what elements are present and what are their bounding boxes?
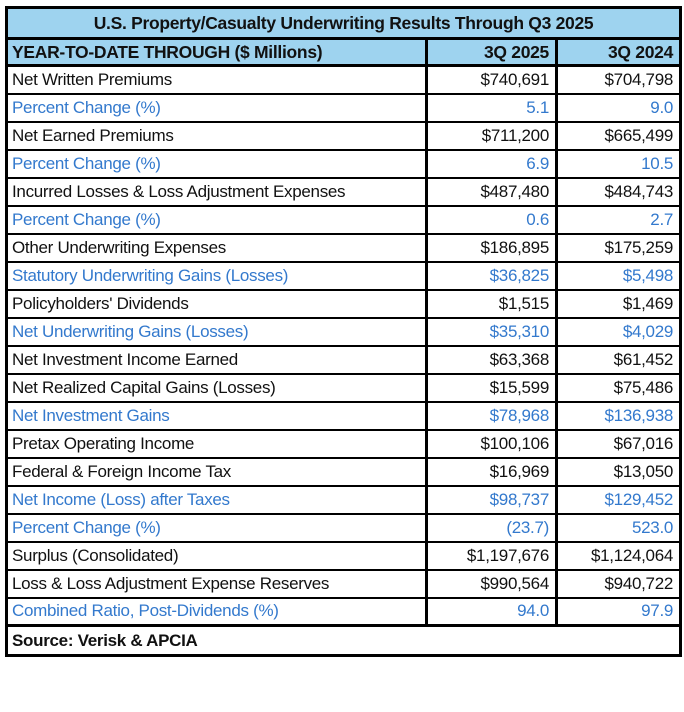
table-row: Federal & Foreign Income Tax $16,969 $13,0… [5,456,683,487]
row-value-3q-2025: $487,480 [425,176,558,207]
row-label: Other Underwriting Expenses [5,232,428,263]
row-value-3q-2024: $1,469 [554,288,683,319]
table-title-row: U.S. Property/Casualty Underwriting Resu… [4,6,683,40]
row-label: Federal & Foreign Income Tax [5,456,428,487]
row-value-3q-2025: $78,968 [425,400,558,431]
column-header-3q-2024: 3Q 2024 [554,37,683,67]
table-row: Percent Change (%) 0.6 2.7 [5,204,683,235]
row-value-3q-2024: $67,016 [554,428,683,459]
row-value-3q-2025: $15,599 [425,372,558,403]
row-value-3q-2025: $186,895 [425,232,558,263]
row-label: Statutory Underwriting Gains (Losses) [5,260,428,291]
row-value-3q-2024: 10.5 [554,148,683,179]
row-value-3q-2025: $35,310 [425,316,558,347]
row-label: Net Investment Income Earned [5,344,428,375]
row-value-3q-2025: (23.7) [425,512,558,543]
table-body: Net Written Premiums $740,691 $704,798 Perc… [5,64,683,627]
source-row: Source: Verisk & APCIA [4,624,683,657]
row-value-3q-2024: $940,722 [554,568,683,599]
table-row: Percent Change (%) 6.9 10.5 [5,148,683,179]
table-row: Other Underwriting Expenses $186,895 $175,… [5,232,683,263]
table-row: Policyholders' Dividends $1,515 $1,469 [5,288,683,319]
row-value-3q-2025: 6.9 [425,148,558,179]
row-label: Incurred Losses & Loss Adjustment Expens… [5,176,428,207]
row-value-3q-2025: 5.1 [425,92,558,123]
row-value-3q-2024: $704,798 [554,64,683,95]
row-label: Net Investment Gains [5,400,428,431]
row-label: Loss & Loss Adjustment Expense Reserves [5,568,428,599]
row-value-3q-2025: $98,737 [425,484,558,515]
row-value-3q-2024: $61,452 [554,344,683,375]
row-value-3q-2024: $4,029 [554,316,683,347]
row-value-3q-2024: $175,259 [554,232,683,263]
row-value-3q-2024: $484,743 [554,176,683,207]
table-row: Pretax Operating Income $100,106 $67,016 [5,428,683,459]
row-label: Percent Change (%) [5,204,428,235]
table-row: Statutory Underwriting Gains (Losses) $36… [5,260,683,291]
row-label: Net Realized Capital Gains (Losses) [5,372,428,403]
row-label: Percent Change (%) [5,148,428,179]
table-row: Surplus (Consolidated) $1,197,676 $1,124,0… [5,540,683,571]
row-value-3q-2025: $36,825 [425,260,558,291]
row-value-3q-2025: $740,691 [425,64,558,95]
row-label: Surplus (Consolidated) [5,540,428,571]
row-value-3q-2025: $1,515 [425,288,558,319]
row-value-3q-2024: 2.7 [554,204,683,235]
row-label: Net Income (Loss) after Taxes [5,484,428,515]
row-label: Percent Change (%) [5,512,428,543]
row-value-3q-2024: $665,499 [554,120,683,151]
row-value-3q-2025: $16,969 [425,456,558,487]
row-value-3q-2024: $136,938 [554,400,683,431]
row-value-3q-2025: $63,368 [425,344,558,375]
column-header-3q-2025: 3Q 2025 [425,37,558,67]
row-value-3q-2024: $75,486 [554,372,683,403]
table-row: Percent Change (%) (23.7) 523.0 [5,512,683,543]
row-value-3q-2025: $100,106 [425,428,558,459]
row-value-3q-2024: 9.0 [554,92,683,123]
row-label: Combined Ratio, Post-Dividends (%) [5,596,428,627]
column-header-ytd-through: YEAR-TO-DATE THROUGH ($ Millions) [5,37,428,67]
row-value-3q-2025: 0.6 [425,204,558,235]
table-row: Incurred Losses & Loss Adjustment Expens… [5,176,683,207]
table-row: Loss & Loss Adjustment Expense Reserves $… [5,568,683,599]
row-value-3q-2025: 94.0 [425,596,558,627]
row-label: Net Earned Premiums [5,120,428,151]
row-value-3q-2024: $13,050 [554,456,683,487]
table-row: Combined Ratio, Post-Dividends (%) 94.0 97… [5,596,683,627]
table-row: Net Income (Loss) after Taxes $98,737 $129… [5,484,683,515]
table-row: Net Underwriting Gains (Losses) $35,310 $4… [5,316,683,347]
row-label: Net Underwriting Gains (Losses) [5,316,428,347]
row-label: Pretax Operating Income [5,428,428,459]
row-value-3q-2024: $5,498 [554,260,683,291]
source-note: Source: Verisk & APCIA [4,624,683,657]
table-row: Percent Change (%) 5.1 9.0 [5,92,683,123]
row-value-3q-2024: $1,124,064 [554,540,683,571]
table-title: U.S. Property/Casualty Underwriting Resu… [4,6,683,40]
column-header-row: YEAR-TO-DATE THROUGH ($ Millions) 3Q 202… [5,37,683,67]
table-row: Net Realized Capital Gains (Losses) $15,5… [5,372,683,403]
row-value-3q-2025: $1,197,676 [425,540,558,571]
row-value-3q-2024: 97.9 [554,596,683,627]
row-label: Policyholders' Dividends [5,288,428,319]
results-table: U.S. Property/Casualty Underwriting Resu… [4,6,683,657]
row-value-3q-2025: $711,200 [425,120,558,151]
table-row: Net Written Premiums $740,691 $704,798 [5,64,683,95]
row-value-3q-2025: $990,564 [425,568,558,599]
table-row: Net Investment Gains $78,968 $136,938 [5,400,683,431]
row-label: Percent Change (%) [5,92,428,123]
table-row: Net Investment Income Earned $63,368 $61,4… [5,344,683,375]
row-value-3q-2024: $129,452 [554,484,683,515]
row-value-3q-2024: 523.0 [554,512,683,543]
table-row: Net Earned Premiums $711,200 $665,499 [5,120,683,151]
row-label: Net Written Premiums [5,64,428,95]
underwriting-results-panel: U.S. Property/Casualty Underwriting Resu… [4,6,683,657]
